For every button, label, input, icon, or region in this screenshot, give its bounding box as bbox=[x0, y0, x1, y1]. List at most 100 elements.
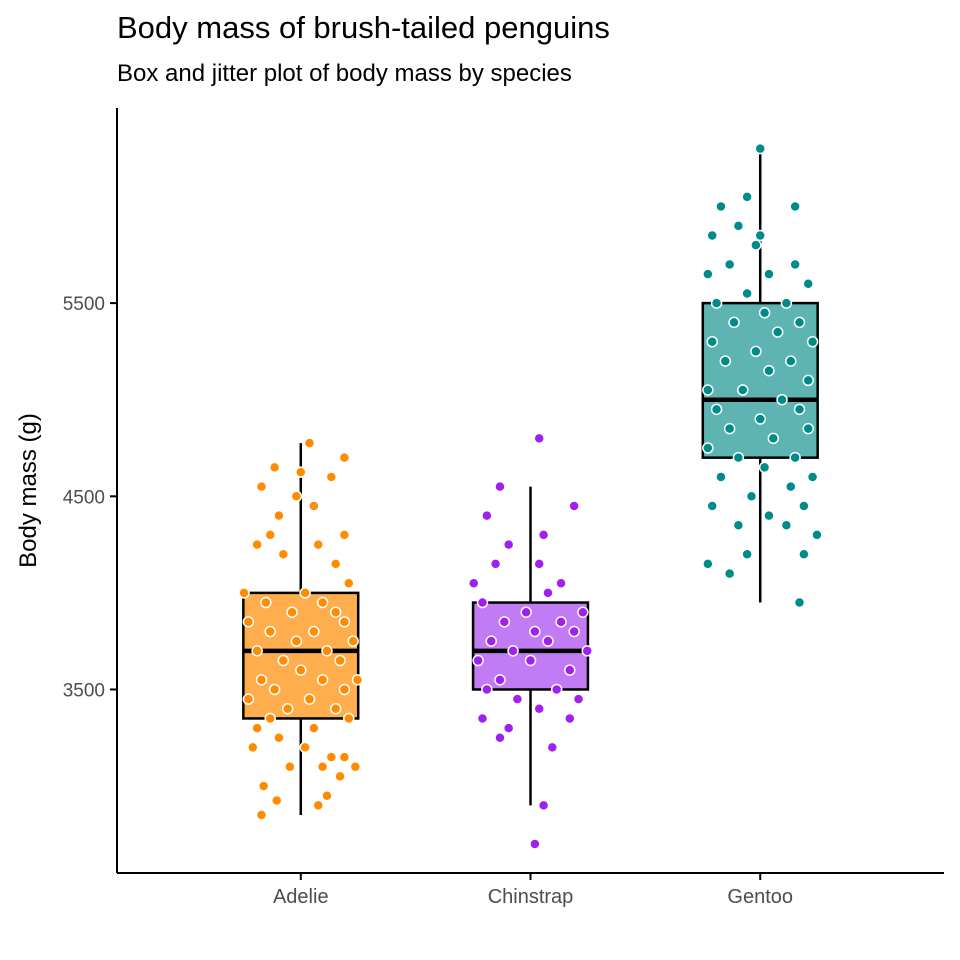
data-point-adelie bbox=[316, 674, 329, 686]
data-point-adelie bbox=[316, 761, 329, 773]
data-point-chinstrap bbox=[494, 674, 506, 686]
data-point-chinstrap bbox=[577, 606, 589, 618]
data-point-adelie bbox=[264, 625, 276, 638]
data-point-chinstrap bbox=[468, 577, 480, 589]
data-point-gentoo bbox=[785, 480, 797, 493]
data-point-gentoo bbox=[758, 307, 771, 319]
data-point-chinstrap bbox=[568, 625, 580, 638]
data-point-adelie bbox=[295, 664, 307, 676]
data-point-gentoo bbox=[811, 529, 823, 541]
data-point-gentoo bbox=[798, 500, 810, 512]
data-point-gentoo bbox=[776, 393, 788, 406]
data-point-gentoo bbox=[789, 200, 801, 213]
box-gentoo bbox=[701, 301, 819, 459]
data-point-adelie bbox=[334, 654, 346, 667]
data-point-gentoo bbox=[789, 258, 801, 271]
plot-marks bbox=[238, 142, 823, 850]
data-point-gentoo bbox=[806, 471, 819, 483]
data-point-adelie bbox=[321, 789, 333, 802]
data-point-chinstrap bbox=[524, 654, 537, 667]
data-point-adelie bbox=[257, 780, 270, 792]
y-tick-label: 3500 bbox=[63, 680, 105, 701]
data-point-gentoo bbox=[723, 422, 736, 435]
data-point-chinstrap bbox=[564, 712, 576, 725]
data-point-gentoo bbox=[732, 220, 745, 232]
data-point-chinstrap bbox=[507, 645, 519, 657]
y-tick-label: 4500 bbox=[63, 487, 105, 508]
data-point-adelie bbox=[271, 794, 283, 807]
data-point-adelie bbox=[277, 654, 290, 667]
chart-title: Body mass of brush-tailed penguins bbox=[117, 10, 610, 45]
data-point-adelie bbox=[238, 587, 250, 599]
data-point-adelie bbox=[273, 732, 285, 744]
data-point-gentoo bbox=[802, 374, 814, 387]
data-point-adelie bbox=[349, 761, 362, 773]
data-point-chinstrap bbox=[481, 683, 493, 696]
data-point-gentoo bbox=[723, 567, 736, 580]
data-point-adelie bbox=[312, 799, 324, 812]
data-point-adelie bbox=[334, 770, 346, 783]
data-point-chinstrap bbox=[476, 596, 489, 609]
data-point-chinstrap bbox=[533, 432, 545, 445]
data-point-gentoo bbox=[793, 596, 806, 609]
data-point-gentoo bbox=[710, 297, 723, 309]
data-point-gentoo bbox=[763, 509, 775, 522]
chart-subtitle: Box and jitter plot of body mass by spec… bbox=[117, 60, 572, 87]
data-point-chinstrap bbox=[568, 500, 580, 512]
data-point-gentoo bbox=[802, 278, 814, 290]
data-point-gentoo bbox=[754, 229, 766, 242]
data-point-chinstrap bbox=[489, 558, 502, 570]
data-point-adelie bbox=[277, 548, 290, 560]
data-point-adelie bbox=[329, 703, 342, 715]
data-point-gentoo bbox=[706, 229, 718, 242]
data-point-chinstrap bbox=[555, 616, 567, 628]
data-point-gentoo bbox=[802, 422, 814, 435]
y-axis-label: Body mass (g) bbox=[15, 413, 42, 568]
data-point-adelie bbox=[264, 712, 276, 725]
data-point-adelie bbox=[281, 703, 294, 715]
y-tick-label: 5500 bbox=[63, 294, 105, 315]
data-point-adelie bbox=[251, 645, 263, 657]
data-point-adelie bbox=[308, 500, 320, 512]
data-point-gentoo bbox=[715, 200, 727, 213]
data-point-gentoo bbox=[745, 490, 758, 503]
data-point-adelie bbox=[325, 751, 338, 763]
data-point-adelie bbox=[255, 480, 268, 493]
data-point-chinstrap bbox=[581, 645, 593, 657]
data-point-adelie bbox=[299, 587, 311, 599]
data-point-adelie bbox=[273, 509, 285, 522]
data-point-adelie bbox=[351, 674, 364, 686]
data-point-adelie bbox=[268, 683, 281, 696]
data-point-adelie bbox=[251, 722, 263, 734]
data-point-gentoo bbox=[702, 442, 714, 454]
x-tick-label: Adelie bbox=[273, 886, 329, 908]
data-point-gentoo bbox=[741, 287, 753, 300]
data-point-chinstrap bbox=[533, 703, 545, 715]
data-point-chinstrap bbox=[546, 741, 559, 754]
data-point-chinstrap bbox=[533, 558, 545, 570]
data-point-adelie bbox=[242, 693, 255, 705]
data-point-gentoo bbox=[719, 355, 732, 367]
data-point-gentoo bbox=[754, 413, 766, 425]
data-point-chinstrap bbox=[481, 509, 493, 522]
data-point-adelie bbox=[295, 466, 307, 478]
data-point-chinstrap bbox=[542, 635, 554, 647]
data-point-gentoo bbox=[763, 268, 775, 280]
data-point-gentoo bbox=[758, 461, 771, 474]
data-point-adelie bbox=[312, 538, 324, 551]
data-point-gentoo bbox=[710, 403, 723, 416]
data-point-gentoo bbox=[785, 355, 797, 367]
data-point-gentoo bbox=[723, 258, 736, 271]
x-tick-label: Chinstrap bbox=[488, 886, 574, 908]
data-point-gentoo bbox=[806, 336, 819, 348]
data-point-adelie bbox=[260, 596, 272, 609]
data-point-chinstrap bbox=[494, 480, 506, 493]
data-point-adelie bbox=[268, 461, 281, 474]
data-point-adelie bbox=[321, 645, 333, 657]
data-point-chinstrap bbox=[537, 799, 550, 812]
data-point-gentoo bbox=[702, 558, 714, 570]
data-point-adelie bbox=[255, 674, 268, 686]
data-point-chinstrap bbox=[550, 683, 563, 696]
data-point-chinstrap bbox=[502, 722, 515, 734]
